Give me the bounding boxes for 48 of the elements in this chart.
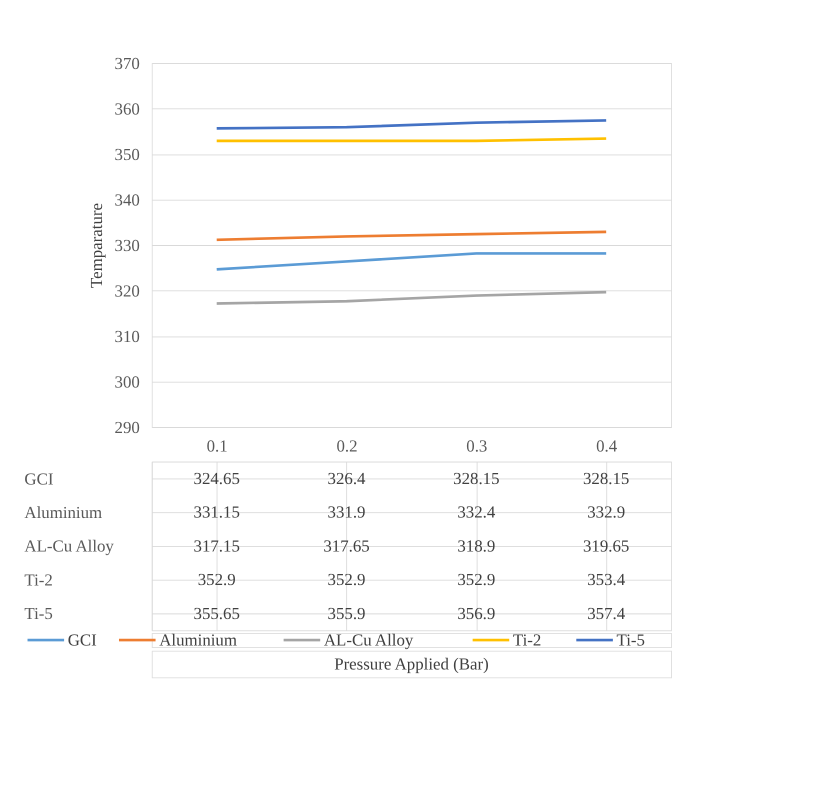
data-label: 317.65 bbox=[323, 536, 370, 556]
text: Ti-5 bbox=[24, 604, 53, 624]
y-tick-label: 350 bbox=[114, 144, 140, 164]
data-label: 328.15 bbox=[582, 468, 630, 488]
data-label: 352.9 bbox=[198, 570, 236, 590]
line-series bbox=[215, 119, 608, 130]
y-tick-label: 360 bbox=[114, 99, 140, 118]
text: Ti-2 bbox=[24, 570, 53, 590]
legend-label: AL-Cu Alloy bbox=[324, 630, 414, 650]
data-label: 352.9 bbox=[457, 570, 496, 590]
y-tick-label: 310 bbox=[114, 326, 140, 346]
text: GCI bbox=[24, 469, 54, 488]
legend-label: GCI bbox=[68, 630, 98, 650]
data-label: 331.9 bbox=[328, 502, 366, 522]
y-tick-label: 290 bbox=[114, 418, 140, 437]
y-axis-title: Temparature bbox=[87, 203, 106, 288]
y-tick-label: 370 bbox=[114, 54, 140, 73]
y-tick-label: 320 bbox=[114, 281, 140, 300]
data-label: 319.65 bbox=[582, 536, 630, 556]
data-label: 328.15 bbox=[453, 468, 500, 488]
x-tick-label: 0.1 bbox=[206, 436, 228, 456]
legend-label: Aluminium bbox=[159, 630, 237, 650]
data-label: 324.65 bbox=[194, 468, 240, 488]
data-label: 332.4 bbox=[457, 502, 496, 522]
data-label: 317.15 bbox=[194, 536, 240, 556]
legend-label: Ti-2 bbox=[512, 630, 542, 650]
y-tick-label: 300 bbox=[114, 372, 140, 392]
text: Pressure Applied (Bar) bbox=[334, 654, 489, 674]
data-label: 353.4 bbox=[587, 570, 626, 590]
legend-label: Ti-5 bbox=[616, 630, 645, 650]
line-series bbox=[215, 230, 608, 242]
data-label: 332.9 bbox=[587, 502, 626, 522]
y-tick-label: 340 bbox=[114, 190, 140, 210]
line-series bbox=[215, 290, 608, 305]
data-label: 318.9 bbox=[457, 536, 496, 556]
data-label: 356.9 bbox=[457, 604, 496, 623]
data-label: 326.4 bbox=[328, 468, 366, 488]
data-label: 331.15 bbox=[194, 502, 240, 522]
y-tick-label: 330 bbox=[114, 236, 140, 255]
text: Aluminium bbox=[24, 503, 102, 522]
x-tick-label: 0.2 bbox=[336, 436, 358, 456]
x-tick-label: 0.4 bbox=[596, 436, 618, 456]
x-tick-label: 0.3 bbox=[466, 436, 488, 456]
data-label: 357.4 bbox=[587, 604, 626, 623]
data-label: 355.9 bbox=[328, 604, 366, 623]
text: AL-Cu Alloy bbox=[24, 536, 114, 556]
data-label: 352.9 bbox=[328, 570, 366, 590]
data-label: 355.65 bbox=[194, 604, 240, 623]
